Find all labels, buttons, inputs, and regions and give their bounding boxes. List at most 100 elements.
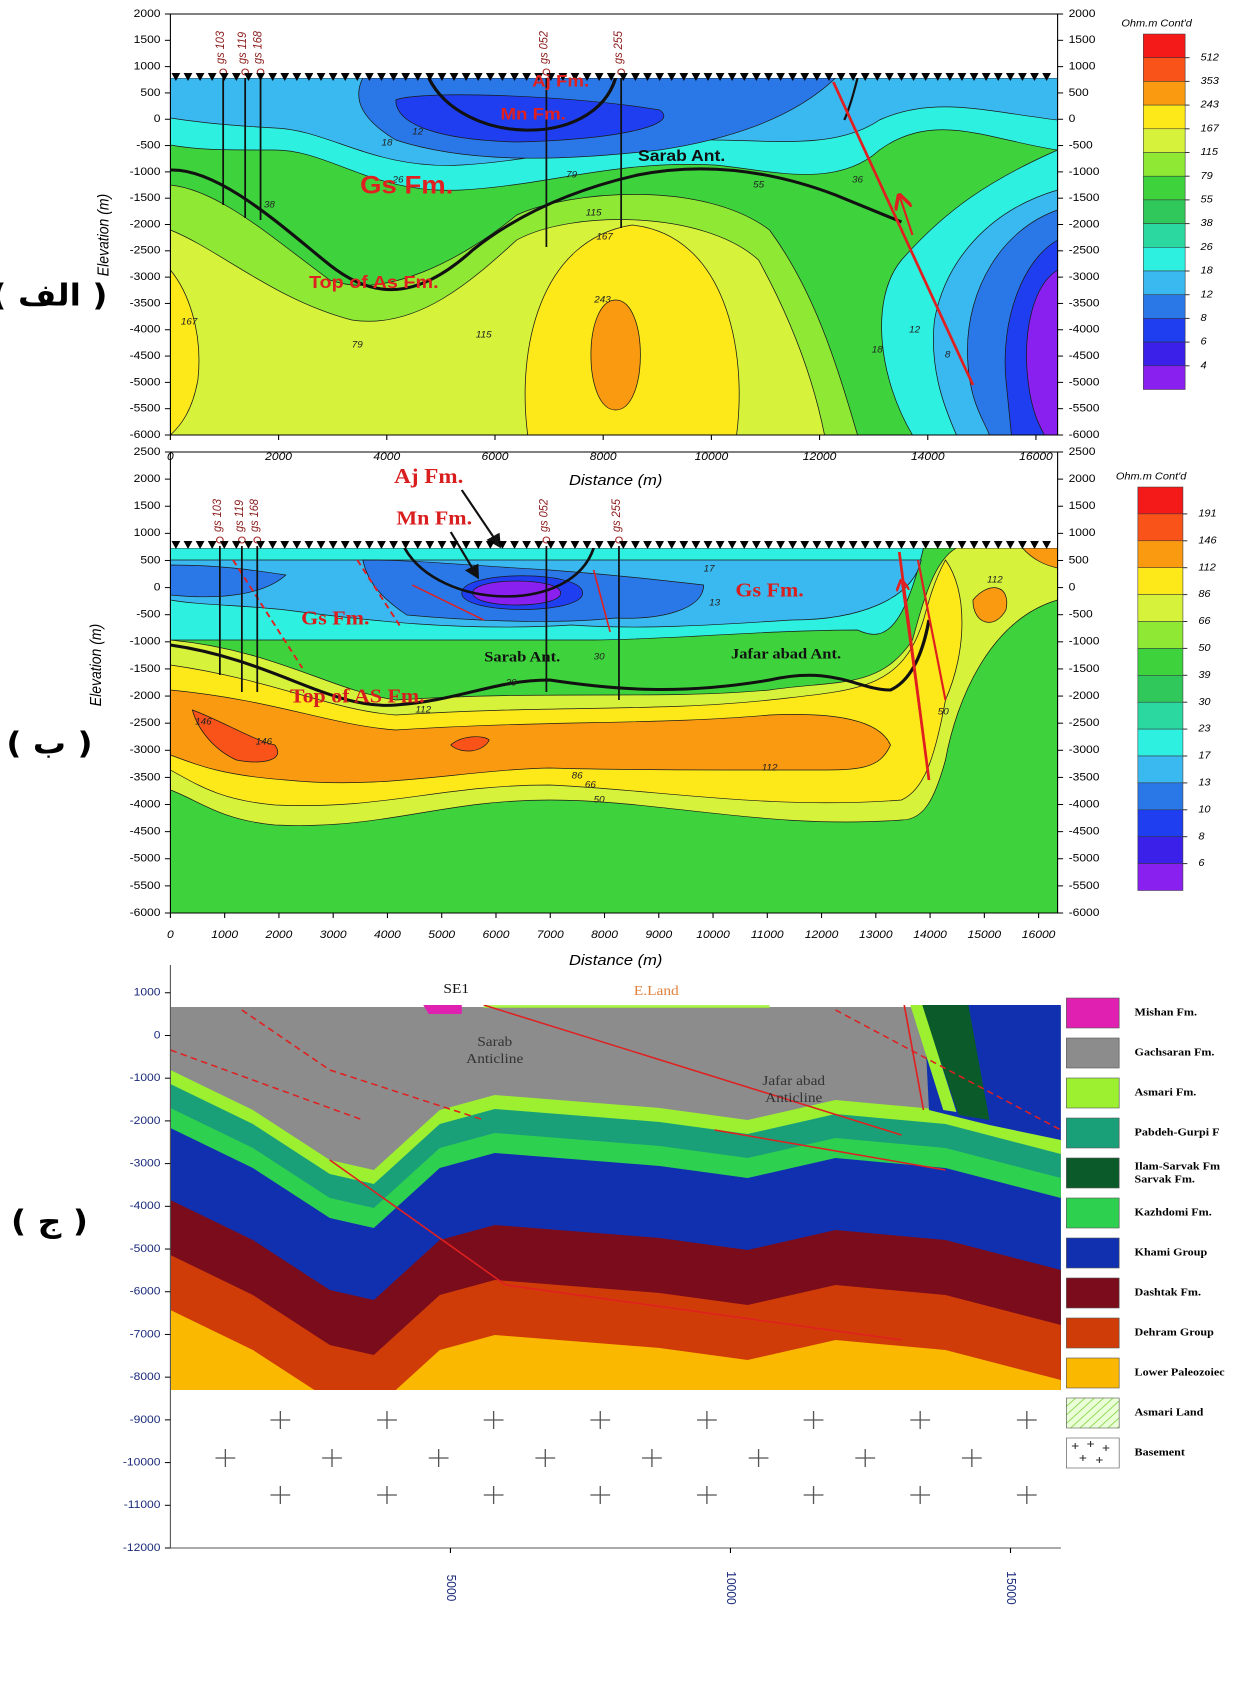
contour-label: 50 [938,707,950,717]
structure-line [449,531,480,580]
colorbar-swatch [1143,270,1186,295]
station-marker [292,541,302,549]
y2-tick-label: -3000 [1069,745,1100,756]
legend-label: Khami Group [1135,1247,1208,1258]
structure-line [832,81,975,386]
well-label: gs 052 [538,498,551,532]
station-marker [824,73,834,81]
station-marker [425,541,435,549]
colorbar-label: 6 [1198,858,1204,869]
colorbar-label: 353 [1201,75,1219,86]
well-label: gs 052 [538,30,551,64]
x-tick-label: 7000 [537,929,564,940]
station-marker [981,541,991,549]
colorbar-label: 8 [1201,312,1207,323]
well-head [542,536,551,544]
station-marker [606,73,616,81]
contour-label: 167 [181,317,198,327]
y-tick-label: -4500 [130,826,161,837]
legend-swatch [1066,1037,1120,1069]
structure-line [899,195,914,236]
y-tick-label: -5000 [130,853,161,864]
y2-tick-label: 500 [1069,555,1089,566]
x-tick-label: 16000 [1022,929,1056,940]
colorbar-label: 112 [1198,562,1216,573]
station-marker [788,73,798,81]
colorbar-swatch [1143,33,1186,58]
y-tick-label: -7000 [130,1329,161,1340]
x-tick-label: 12000 [803,451,837,462]
y-tick-label: -10000 [123,1457,161,1468]
contour-label: 26 [391,175,404,185]
y-tick-label: 2500 [134,446,161,457]
x-tick-label: 0 [167,929,174,940]
colorbar-title: Ohm.m Cont'd [1116,471,1188,482]
x-tick-label: 15000 [1004,1571,1019,1604]
well-label: gs 119 [233,499,246,532]
annotation: Top of As Fm. [309,273,439,293]
basement-cross [270,1486,291,1504]
station-marker [751,73,761,81]
well-head [542,68,551,76]
legend-label: Asmari Land [1135,1407,1204,1418]
structure-line [170,619,931,707]
x-tick-label: 3000 [320,929,347,940]
contour-label: 39 [506,678,518,688]
station-marker [824,541,834,549]
station-marker [461,73,471,81]
basement-cross [910,1486,931,1504]
legend-cross [1087,1441,1094,1447]
station-marker [933,541,943,549]
station-marker [449,541,459,549]
station-marker [582,541,592,549]
y-axis-label: Elevation (m) [88,624,105,707]
y-tick-label: 1000 [134,528,161,539]
contour-label: 13 [709,598,721,608]
colorbar-swatch [1143,81,1186,106]
legend-label: Sarvak Fm. [1135,1174,1196,1185]
contour-label: 12 [412,127,424,137]
station-marker [1030,73,1039,81]
station-marker [897,541,906,549]
y2-tick-label: -5000 [1069,853,1100,864]
colorbar-swatch [1137,863,1184,891]
structure-line [403,548,595,598]
well-label: gs 103 [215,30,228,64]
station-marker [219,73,229,81]
station-marker [643,541,652,549]
legend-cross [1079,1455,1087,1461]
x-tick-label: 12000 [805,929,839,940]
station-marker [510,541,519,549]
station-marker [546,73,556,81]
station-marker [352,73,362,81]
colorbar-label: 10 [1198,804,1210,815]
contour-label: 18 [381,138,393,148]
colorbar-label: 55 [1201,194,1213,205]
basement-cross [910,1411,931,1429]
y-tick-label: -9000 [130,1414,161,1425]
station-marker [812,541,822,549]
y2-tick-label: -1000 [1069,166,1100,177]
station-marker [401,73,411,81]
colorbar-label: 26 [1199,241,1212,252]
y2-tick-label: 1500 [1069,501,1096,512]
y-tick-label: 1000 [134,61,161,72]
station-marker [776,541,785,549]
station-marker [618,541,628,549]
station-marker [885,541,894,549]
station-marker [413,541,423,549]
colorbar-swatch [1137,755,1184,784]
station-marker [340,73,350,81]
station-marker [510,73,519,81]
basement-cross [961,1449,982,1467]
structure-line [356,559,403,629]
y-tick-label: -500 [136,609,160,620]
station-marker [957,73,967,81]
station-marker [860,541,870,549]
station-marker [631,541,640,549]
station-marker [328,73,338,81]
basement-cross [748,1449,769,1467]
basement-cross [697,1411,717,1429]
y2-tick-label: -500 [1069,609,1093,620]
x-tick-label: 2000 [264,929,293,940]
